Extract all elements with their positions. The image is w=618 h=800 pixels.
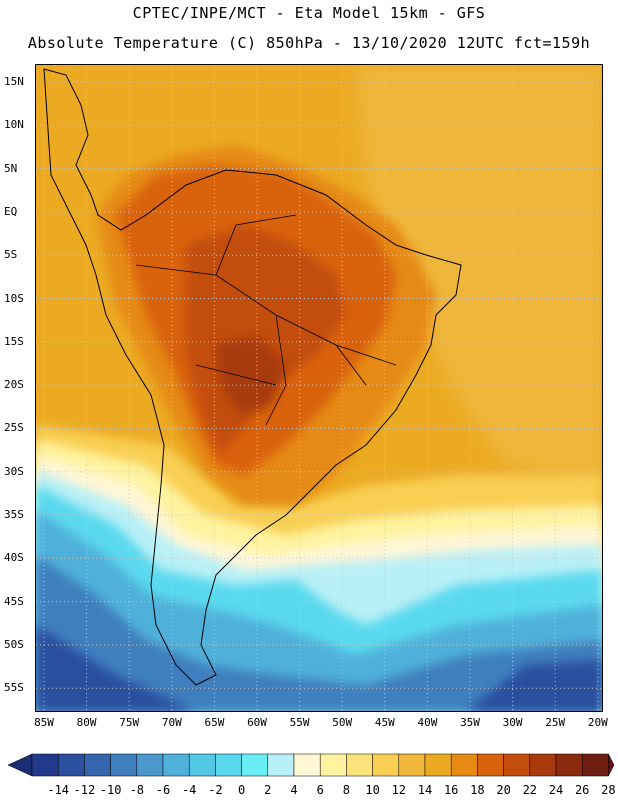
colorbar-label: 20 [496,783,511,797]
colorbar-swatch [241,753,269,777]
colorbar-label: -6 [155,783,171,797]
colorbar-label: -2 [208,783,223,797]
colorbar-label: 6 [316,783,324,797]
colorbar-label: -8 [129,783,145,797]
colorbar-label: 14 [417,783,433,797]
colorbar-swatch [267,753,295,777]
colorbar-swatch [136,753,164,777]
colorbar-swatch [110,753,138,777]
colorbar-label: -4 [181,783,197,797]
lon-label: 75W [119,716,140,729]
coastline [43,68,462,686]
colorbar-swatch [162,753,190,777]
colorbar-label: 2 [264,783,272,797]
lat-label: 5N [4,161,18,175]
colorbar-swatch [293,753,321,777]
lat-label: 10N [4,118,24,132]
colorbar-label: -14 [47,783,70,797]
lon-label: 40W [417,716,438,729]
lat-label: 15N [4,75,24,88]
colorbar-swatch [372,753,400,777]
colorbar-swatch [398,753,426,777]
lon-label: 50W [332,716,353,729]
lat-label: 30S [4,464,24,478]
lon-label: 80W [76,716,97,729]
colorbar-swatch [555,753,583,777]
title-line-2: Absolute Temperature (C) 850hPa - 13/10/… [27,34,591,52]
lat-label: 15S [4,334,24,348]
lon-label: 20W [587,716,608,729]
lat-label: 35S [4,508,24,521]
temperature-map [36,65,602,711]
colorbar-label: -10 [99,783,122,797]
colorbar-swatch [319,753,347,777]
lat-label: 50S [4,637,24,651]
colorbar-swatch [188,753,216,777]
colorbar-label: 24 [548,783,564,797]
lon-label: 85W [34,716,54,729]
lon-label: 60W [247,716,267,729]
lat-label: 45S [4,594,24,608]
lon-label: 45W [374,716,395,729]
colorbar-swatch [581,753,609,777]
country-borders [135,214,397,426]
map-panel [35,64,603,712]
lat-label: 10S [4,291,24,305]
colorbar-swatch [503,753,531,777]
lat-label: 25S [4,421,24,435]
colorbar-swatch [57,753,85,777]
colorbar-swatch [450,753,478,777]
colorbar-swatch [346,753,373,777]
colorbar-label: 26 [574,783,590,797]
colorbar-swatch [31,753,59,777]
colorbar-label: 12 [391,783,407,797]
field-mid-blue [36,555,602,711]
lon-label: 55W [289,716,310,729]
colorbar-label: 0 [237,783,246,797]
colorbar-label: 22 [522,783,538,797]
colorbar-label: 8 [342,783,350,797]
lat-label: 40S [4,551,24,565]
lon-label: 65W [204,716,225,729]
colorbar-swatch [477,753,504,777]
lat-label: EQ [4,204,18,218]
colorbar-label: 16 [443,783,459,797]
colorbar-under-arrow [7,753,33,777]
colorbar [7,753,615,777]
field-continent-red [186,225,346,455]
colorbar-label: -12 [73,783,96,797]
colorbar-label: 28 [601,783,616,797]
colorbar-over-arrow [608,753,615,777]
lon-label: 30W [502,716,523,729]
colorbar-label: 4 [290,783,298,797]
lon-label: 25W [545,716,566,729]
field-deep-blue [36,625,602,711]
lat-label: 5S [4,248,18,262]
colorbar-label: 18 [470,783,485,797]
colorbar-swatch [529,753,557,777]
lon-label: 70W [161,716,182,729]
field-heat-core [216,335,286,415]
lat-label: 55S [4,681,24,695]
lon-label: 35W [460,716,480,729]
colorbar-swatch [84,753,111,777]
colorbar-swatch [424,753,452,777]
title-line-1: CPTEC/INPE/MCT - Eta Model 15km - GFS [132,4,486,22]
field-east-yellow [356,65,602,485]
lat-label: 20S [4,378,24,392]
colorbar-label: 10 [365,783,380,797]
colorbar-swatch [215,753,242,777]
